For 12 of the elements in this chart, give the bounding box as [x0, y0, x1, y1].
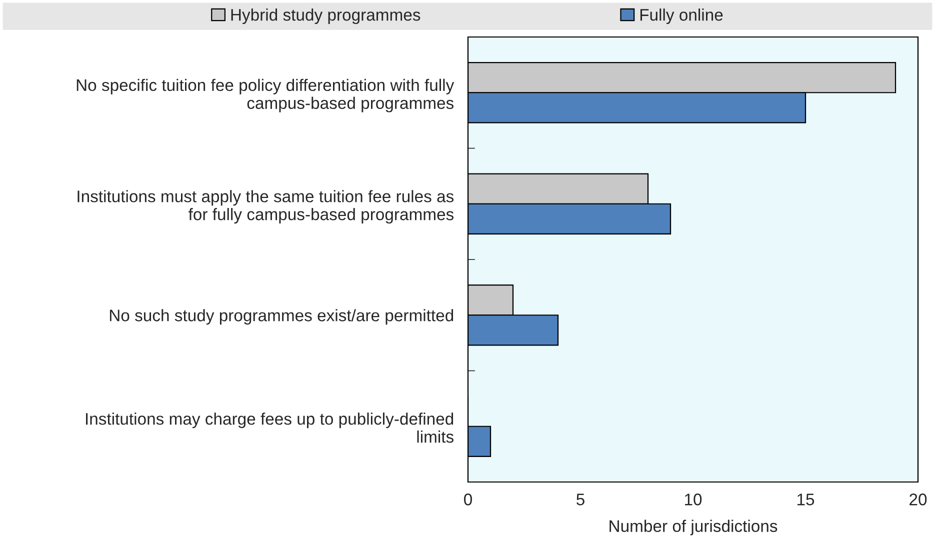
- y-tick-label: Institutions must apply the same tuition fee rules as for fully campus-based programmes: [78, 190, 454, 224]
- y-tick-label: No such study programmes exist/are permitted: [110, 309, 454, 325]
- legend-label: Hybrid study programmes: [231, 8, 420, 24]
- x-tick-label: 5: [576, 494, 584, 506]
- x-tick-label: 0: [464, 494, 472, 506]
- x-tick-label: 20: [910, 494, 927, 506]
- x-tick-label: 15: [798, 494, 814, 506]
- x-tick-label: 10: [685, 494, 702, 506]
- x-axis-title: Number of jurisdictions: [610, 520, 778, 536]
- y-tick-label: No specific tuition fee policy differentiation with fully campus-based programmes: [76, 78, 454, 112]
- legend-label: Fully online: [640, 8, 723, 24]
- y-tick-label: Institutions may charge fees up to publicly-defined limits: [86, 412, 454, 443]
